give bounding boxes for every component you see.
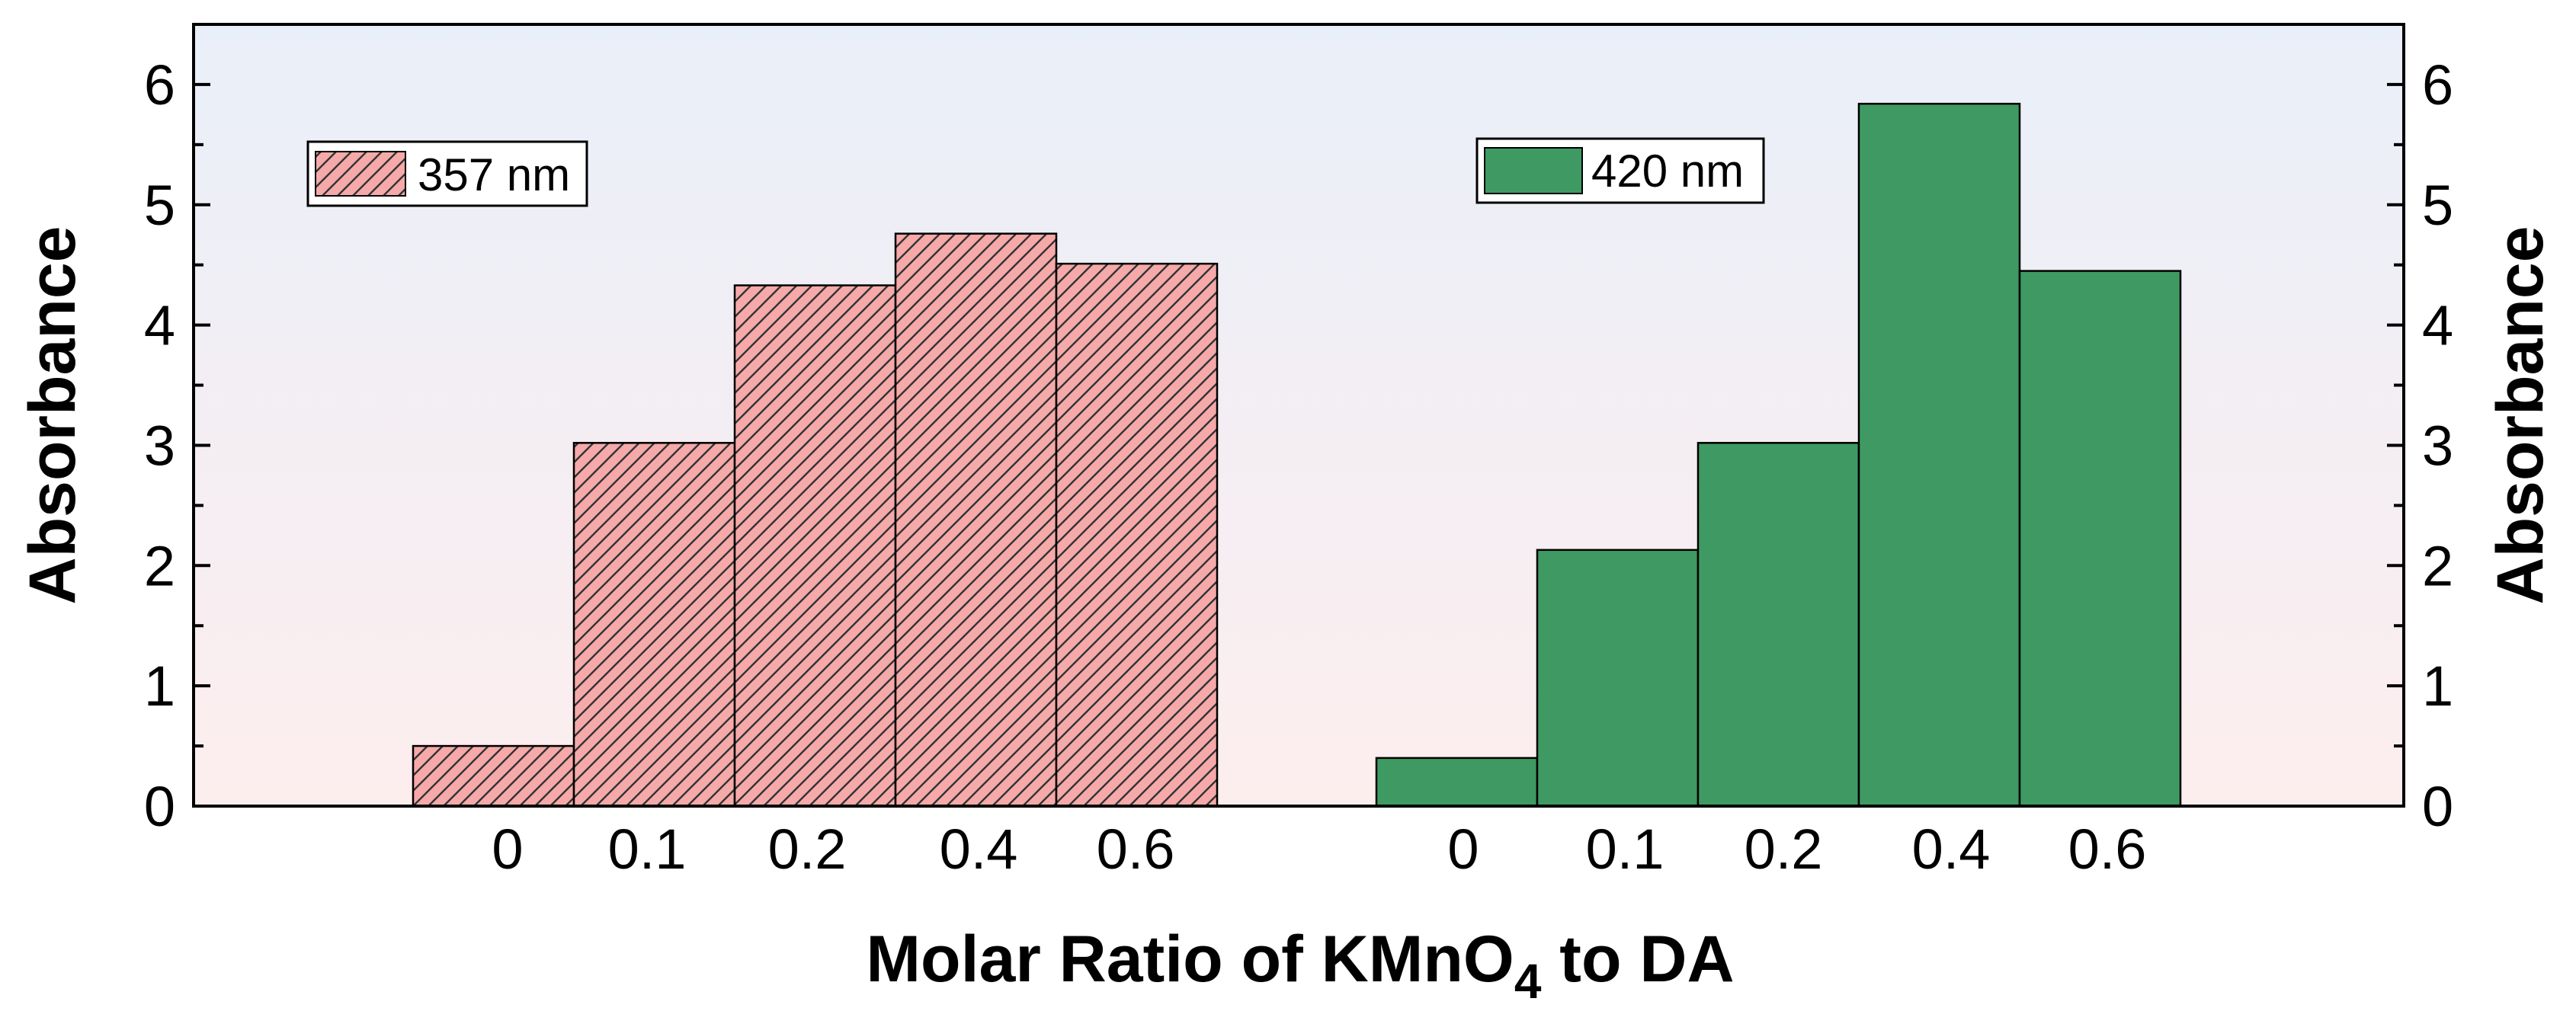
bar-357nm-0.4	[894, 232, 1058, 808]
x-axis-title-subscript: 4	[1514, 954, 1542, 1009]
x-tick-label-group1-0.1: 0.1	[608, 818, 687, 881]
bar-357nm-0.6	[1055, 262, 1219, 808]
x-tick-label-group2-0.1: 0.1	[1586, 818, 1664, 881]
bar-420nm-0.4	[1857, 102, 2021, 808]
x-tick-label-group1-0.6: 0.6	[1097, 818, 1175, 881]
y-tick-label-right: 3	[2422, 414, 2453, 477]
y-tick-label-right: 2	[2422, 534, 2453, 597]
legend-420nm: 420 nm	[1475, 137, 1765, 204]
y-tick-label-right: 1	[2422, 654, 2453, 718]
y-tick-label-left: 5	[144, 174, 175, 237]
y-tick-label-right: 0	[2422, 775, 2453, 838]
x-tick-label-group2-0.2: 0.2	[1745, 818, 1823, 881]
y-axis-title-left: Absorbance	[16, 226, 89, 604]
y-tick-label-right: 5	[2422, 174, 2453, 237]
y-tick-label-left: 1	[144, 654, 175, 718]
y-tick-label-left: 4	[144, 294, 175, 357]
bar-420nm-0.1	[1536, 549, 1700, 808]
legend-357nm-label: 357 nm	[418, 149, 570, 200]
x-tick-label-group1-0: 0	[492, 818, 523, 881]
legend-420nm-swatch	[1484, 147, 1583, 194]
legend-357nm: 357 nm	[306, 140, 588, 207]
bars-layer	[412, 102, 2182, 808]
x-tick-label-group1-0.2: 0.2	[768, 818, 847, 881]
y-axis-title-right: Absorbance	[2484, 226, 2557, 604]
plot-frame	[192, 23, 2405, 808]
legend-420nm-label: 420 nm	[1591, 146, 1744, 197]
legend-357nm-swatch	[315, 151, 406, 197]
y-tick-label-left: 0	[144, 775, 175, 838]
y-tick-label-right: 6	[2422, 53, 2453, 117]
x-axis-title-prefix: Molar Ratio of KMnO	[866, 923, 1514, 996]
y-tick-label-left: 6	[144, 53, 175, 117]
y-tick-label-left: 2	[144, 534, 175, 597]
bar-420nm-0	[1375, 757, 1539, 808]
x-tick-label-group2-0: 0	[1447, 818, 1479, 881]
y-tick-label-left: 3	[144, 414, 175, 477]
bar-420nm-0.6	[2018, 270, 2182, 808]
bar-357nm-0	[412, 744, 575, 808]
x-tick-label-group1-0.4: 0.4	[940, 818, 1018, 881]
x-tick-label-group2-0.6: 0.6	[2068, 818, 2147, 881]
bar-420nm-0.2	[1697, 442, 1860, 808]
y-tick-label-right: 4	[2422, 294, 2453, 357]
bar-357nm-0.2	[733, 284, 897, 808]
x-axis-title: Molar Ratio of KMnO4 to DA	[866, 923, 1734, 1009]
x-tick-label-group2-0.4: 0.4	[1912, 818, 1991, 881]
bar-357nm-0.1	[572, 442, 736, 808]
x-axis-title-suffix: to DA	[1541, 923, 1734, 996]
labels-layer: 0 0 1 1 2 2 3 3 4 4 5 5 6 6 0 0.1 0.2 0.4 0.6 0 0.1 0.2 0.4 0.6	[144, 53, 2453, 881]
